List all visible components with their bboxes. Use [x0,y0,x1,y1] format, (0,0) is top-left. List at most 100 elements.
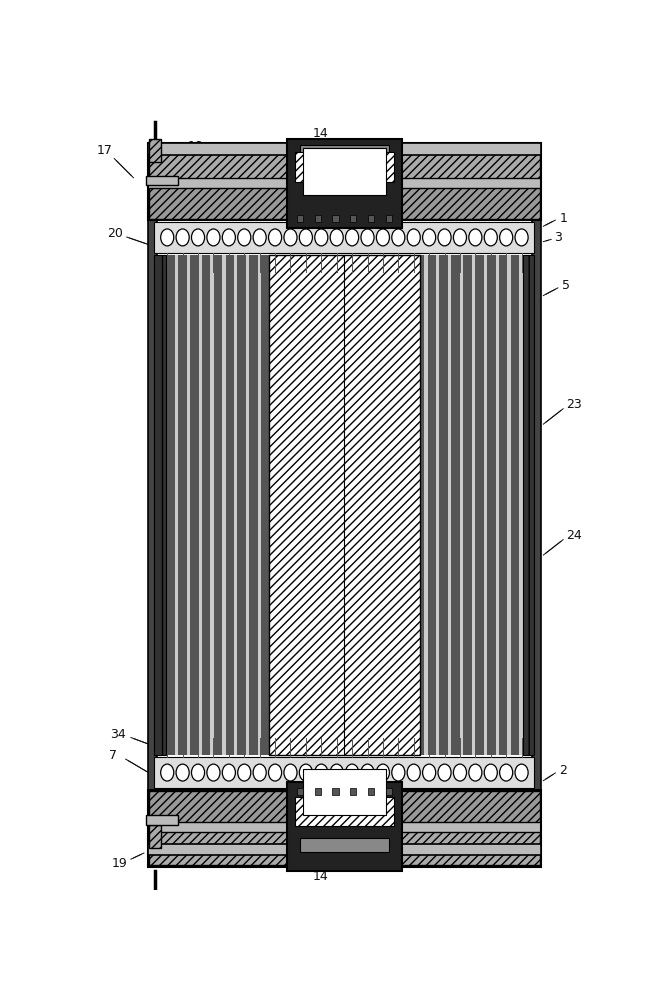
Ellipse shape [423,764,435,781]
Bar [148,844,541,855]
Bar [511,255,519,755]
Bar [149,145,540,178]
Bar [148,790,541,867]
Bar [321,255,329,755]
Bar [350,788,356,795]
Bar [392,255,401,755]
Bar [146,815,177,825]
Bar [350,215,356,222]
Bar [234,255,237,755]
Bar [460,255,463,755]
Bar [222,255,226,755]
Bar [148,220,157,790]
Ellipse shape [407,229,420,246]
Text: 5: 5 [562,279,570,292]
Ellipse shape [299,764,312,781]
Ellipse shape [238,764,251,781]
Bar [306,255,308,755]
Ellipse shape [330,764,343,781]
Bar [424,255,427,755]
Bar [149,188,540,219]
Bar [155,222,534,253]
Text: 14: 14 [313,127,329,140]
Ellipse shape [438,764,451,781]
Ellipse shape [361,229,374,246]
Bar [297,788,303,795]
Ellipse shape [314,229,328,246]
Bar [149,139,161,162]
Bar [472,255,475,755]
Bar [155,255,166,755]
Bar [210,255,214,755]
Ellipse shape [407,764,420,781]
Bar [523,255,531,755]
Bar [282,255,285,755]
Bar [148,143,541,155]
Bar [475,255,484,755]
Ellipse shape [192,229,204,246]
Bar [439,255,448,755]
Bar [531,255,534,755]
Bar [333,215,339,222]
Bar [198,255,202,755]
Text: 34: 34 [110,728,126,741]
Ellipse shape [376,229,390,246]
Bar [329,255,333,755]
Bar [380,255,388,755]
Bar [404,255,413,755]
Ellipse shape [454,764,466,781]
Bar [448,255,452,755]
Bar [317,255,321,755]
Ellipse shape [222,229,235,246]
Ellipse shape [485,764,497,781]
Ellipse shape [269,229,282,246]
Bar [149,791,540,822]
Ellipse shape [330,229,343,246]
Bar [149,832,540,865]
Text: 22: 22 [183,830,199,843]
Bar [246,255,249,755]
Bar [353,255,356,755]
Ellipse shape [469,764,482,781]
Ellipse shape [207,229,220,246]
Text: 17: 17 [97,144,113,157]
Ellipse shape [392,764,405,781]
Bar [532,220,541,790]
Ellipse shape [499,229,513,246]
Ellipse shape [284,229,297,246]
Text: 14: 14 [313,870,329,883]
Bar [341,255,345,755]
Bar [333,788,339,795]
Ellipse shape [438,229,451,246]
Bar [308,255,317,755]
Ellipse shape [499,764,513,781]
Bar [368,255,377,755]
Ellipse shape [392,229,405,246]
Ellipse shape [207,764,220,781]
Bar [368,788,374,795]
Bar [427,255,436,755]
Bar [285,255,294,755]
Bar [314,215,321,222]
Ellipse shape [345,764,359,781]
Bar [295,797,394,826]
Bar [249,255,258,755]
Ellipse shape [515,764,528,781]
Bar [377,255,380,755]
Bar [178,255,187,755]
Ellipse shape [299,229,312,246]
Bar [146,176,177,185]
Ellipse shape [345,229,359,246]
Text: 19: 19 [112,857,127,870]
Bar [413,255,416,755]
Text: 2: 2 [559,764,567,777]
Bar [226,255,234,755]
Bar [269,255,273,755]
Text: 6: 6 [520,160,528,173]
Ellipse shape [222,764,235,781]
Ellipse shape [376,764,390,781]
Bar [386,788,392,795]
Bar [300,145,388,158]
Text: 20: 20 [108,227,123,240]
Bar [345,255,353,755]
